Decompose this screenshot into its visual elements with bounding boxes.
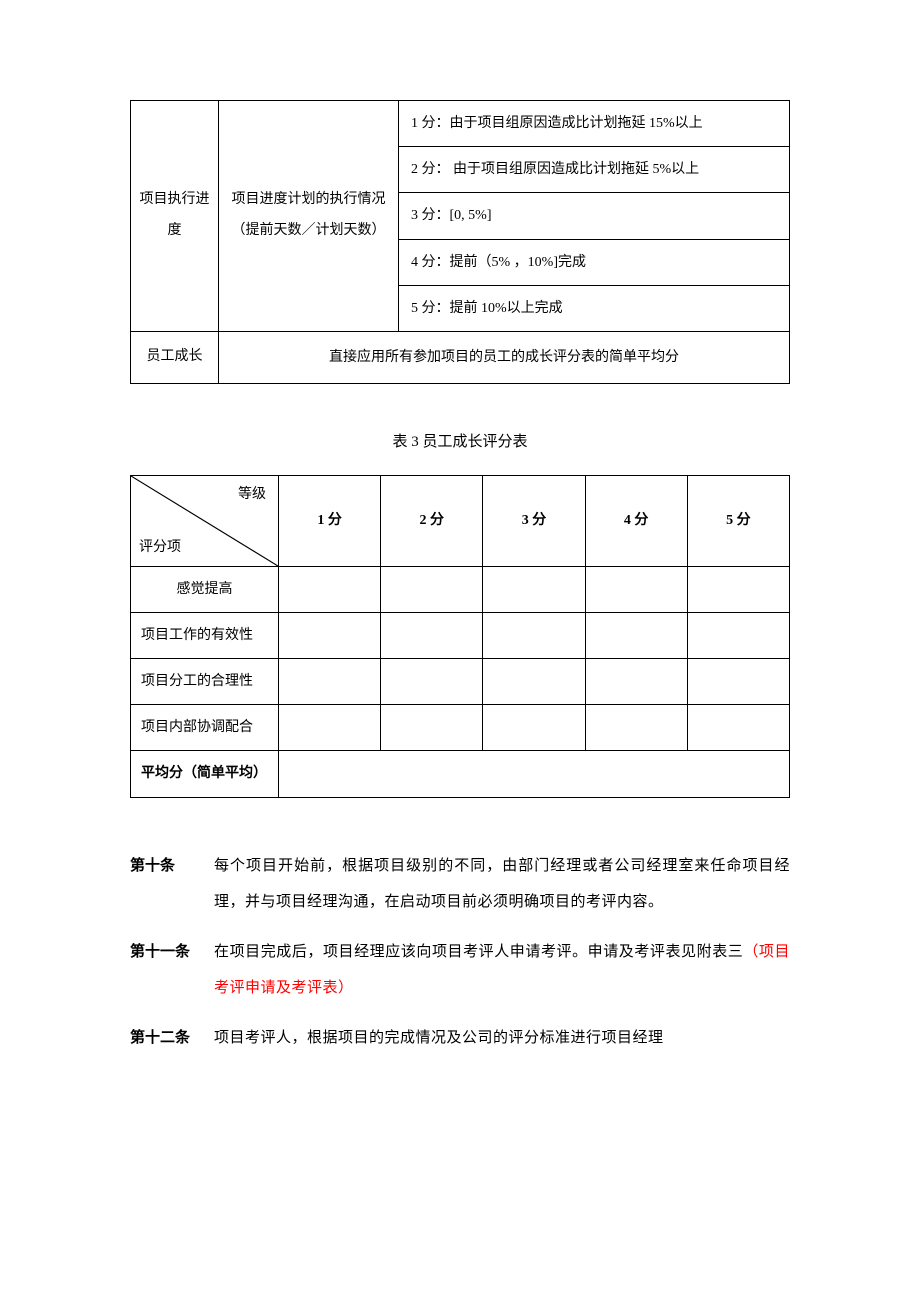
t2-cell (483, 612, 585, 658)
article-12-body: 项目考评人，根据项目的完成情况及公司的评分标准进行项目经理 (214, 1020, 790, 1056)
t2-cell (585, 659, 687, 705)
t2-h4: 4 分 (585, 475, 687, 566)
t1-cat-progress: 项目执行进度 (131, 101, 219, 332)
table2-caption: 表 3 员工成长评分表 (130, 430, 790, 451)
t2-diag-bottom: 评分项 (139, 535, 181, 560)
t2-cell (585, 612, 687, 658)
t2-cell (279, 659, 381, 705)
t2-cell (585, 566, 687, 612)
t2-h3: 3 分 (483, 475, 585, 566)
t2-cell (381, 659, 483, 705)
t2-cell (279, 612, 381, 658)
t2-cell (483, 659, 585, 705)
article-11: 第十一条 在项目完成后，项目经理应该向项目考评人申请考评。申请及考评表见附表三（… (130, 934, 790, 1006)
t1-desc-progress: 项目进度计划的执行情况（提前天数／计划天数） (219, 101, 399, 332)
article-11-label: 第十一条 (130, 934, 214, 970)
t1-score-3: 3 分：[0, 5%] (399, 193, 790, 239)
t2-cell (279, 705, 381, 751)
t2-diagonal-header: 等级 评分项 (131, 475, 279, 566)
t2-row-4: 项目内部协调配合 (131, 705, 279, 751)
t2-row-avg: 平均分（简单平均） (131, 751, 279, 797)
t2-cell (381, 705, 483, 751)
articles-section: 第十条 每个项目开始前，根据项目级别的不同，由部门经理或者公司经理室来任命项目经… (130, 848, 790, 1056)
t2-avg-cell (279, 751, 790, 797)
article-10-label: 第十条 (130, 848, 214, 884)
t1-score-2: 2 分： 由于项目组原因造成比计划拖延 5%以上 (399, 147, 790, 193)
t1-score-1: 1 分：由于项目组原因造成比计划拖延 15%以上 (399, 101, 790, 147)
t2-cell (687, 705, 789, 751)
t2-cell (483, 566, 585, 612)
t2-row-3: 项目分工的合理性 (131, 659, 279, 705)
article-12-label: 第十二条 (130, 1020, 214, 1056)
t2-cell (687, 659, 789, 705)
t2-cell (381, 612, 483, 658)
t2-h1: 1 分 (279, 475, 381, 566)
t2-cell (585, 705, 687, 751)
growth-scoring-table: 等级 评分项 1 分 2 分 3 分 4 分 5 分 感觉提高 项目工作的有效性… (130, 475, 790, 798)
t1-growth-desc: 直接应用所有参加项目的员工的成长评分表的简单平均分 (219, 331, 790, 383)
t1-score-4: 4 分：提前（5% ，10%]完成 (399, 239, 790, 285)
t2-diag-top: 等级 (238, 482, 266, 507)
t2-h2: 2 分 (381, 475, 483, 566)
t2-row-1: 感觉提高 (131, 566, 279, 612)
article-11-prefix: 在项目完成后，项目经理应该向项目考评人申请考评。申请及考评表见附表三 (214, 944, 743, 960)
article-12: 第十二条 项目考评人，根据项目的完成情况及公司的评分标准进行项目经理 (130, 1020, 790, 1056)
article-11-body: 在项目完成后，项目经理应该向项目考评人申请考评。申请及考评表见附表三（项目考评申… (214, 934, 790, 1006)
t2-cell (687, 612, 789, 658)
t1-score-5: 5 分：提前 10%以上完成 (399, 285, 790, 331)
progress-scoring-table: 项目执行进度 项目进度计划的执行情况（提前天数／计划天数） 1 分：由于项目组原… (130, 100, 790, 384)
article-10: 第十条 每个项目开始前，根据项目级别的不同，由部门经理或者公司经理室来任命项目经… (130, 848, 790, 920)
t2-cell (687, 566, 789, 612)
t1-cat-growth: 员工成长 (131, 331, 219, 383)
t2-cell (483, 705, 585, 751)
t2-cell (381, 566, 483, 612)
t2-h5: 5 分 (687, 475, 789, 566)
t2-cell (279, 566, 381, 612)
article-10-body: 每个项目开始前，根据项目级别的不同，由部门经理或者公司经理室来任命项目经理，并与… (214, 848, 790, 920)
t2-row-2: 项目工作的有效性 (131, 612, 279, 658)
